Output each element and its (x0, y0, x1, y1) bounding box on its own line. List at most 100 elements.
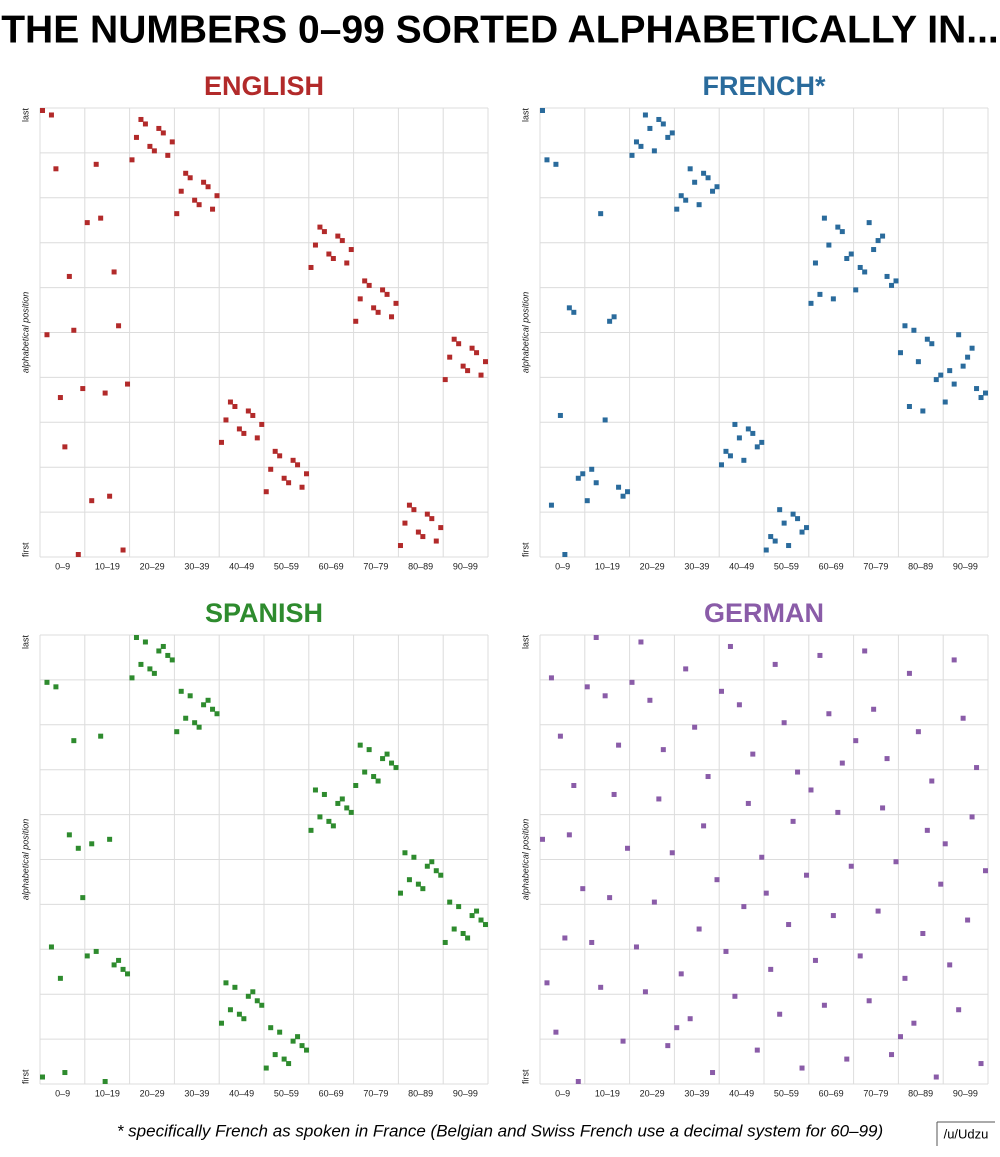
point (129, 675, 135, 681)
point (151, 148, 157, 154)
point (951, 381, 957, 387)
point (357, 296, 363, 302)
point (750, 430, 756, 436)
point (956, 1007, 962, 1013)
point (911, 1020, 917, 1026)
point (433, 868, 439, 874)
point (781, 720, 787, 726)
point (915, 729, 921, 735)
point (875, 238, 881, 244)
point (304, 471, 310, 477)
point (772, 538, 778, 544)
point (880, 805, 886, 811)
point (57, 395, 63, 401)
panel: SPANISH 0–9 10–19 20–29 30–39 40–49 50–59 60–69… (20, 598, 489, 1098)
point (210, 206, 216, 212)
x-tick-label: 80–89 (408, 561, 433, 571)
point (696, 202, 702, 208)
point (169, 657, 175, 663)
y-tick-label: last (520, 108, 530, 123)
point (942, 841, 948, 847)
x-tick-label: 60–69 (319, 1088, 344, 1098)
point (254, 435, 260, 441)
x-tick-label: 20–29 (140, 1088, 165, 1098)
x-tick-label: 10–19 (595, 561, 620, 571)
point (277, 1029, 283, 1035)
point (196, 202, 202, 208)
point (562, 552, 568, 557)
point (178, 188, 184, 194)
point (983, 868, 988, 874)
point (571, 309, 577, 315)
point (557, 412, 563, 418)
x-tick-label: 70–79 (863, 561, 888, 571)
point (66, 832, 72, 838)
x-tick-label: 30–39 (184, 1088, 209, 1098)
point (277, 453, 283, 459)
point (133, 635, 139, 640)
point (474, 350, 480, 356)
point (871, 706, 877, 712)
point (44, 332, 50, 338)
point (321, 229, 327, 235)
x-tick-label: 20–29 (640, 1088, 665, 1098)
point (250, 412, 256, 418)
point (754, 444, 760, 450)
point (420, 886, 426, 892)
point (424, 511, 430, 517)
point (71, 327, 77, 333)
x-tick-label: 0–9 (555, 561, 570, 571)
point (147, 666, 153, 672)
point (781, 520, 787, 526)
point (474, 908, 480, 914)
point (580, 886, 586, 892)
point (478, 372, 484, 378)
point (732, 421, 738, 427)
point (553, 1029, 559, 1035)
point (357, 742, 363, 748)
x-tick-label: 20–29 (640, 561, 665, 571)
point (862, 269, 868, 275)
point (566, 832, 572, 838)
point (281, 475, 287, 481)
y-axis-label: alphabetical position (20, 819, 30, 901)
point (406, 502, 412, 508)
point (821, 215, 827, 221)
panel: ENGLISH 0–9 10–19 20–29 30–39 40–49 50–59 60–69… (20, 71, 489, 571)
point (339, 238, 345, 244)
point (839, 229, 845, 235)
point (308, 827, 314, 833)
x-tick-label: 0–9 (55, 561, 70, 571)
x-tick-label: 30–39 (684, 1088, 709, 1098)
point (210, 706, 216, 712)
point (393, 300, 399, 306)
x-tick-label: 60–69 (819, 561, 844, 571)
point (223, 417, 229, 423)
point (629, 152, 635, 158)
point (593, 635, 599, 640)
point (321, 791, 327, 797)
point (678, 193, 684, 199)
point (133, 134, 139, 140)
point (701, 823, 707, 829)
point (120, 966, 126, 972)
point (920, 408, 926, 414)
point (938, 372, 944, 378)
point (897, 350, 903, 356)
point (727, 453, 733, 459)
point (795, 769, 801, 775)
x-tick-label: 0–9 (55, 1088, 70, 1098)
point (429, 859, 435, 865)
point (920, 931, 926, 936)
point (965, 354, 971, 360)
point (848, 251, 854, 257)
point (384, 751, 390, 757)
point (777, 1011, 783, 1017)
point (71, 738, 77, 744)
point (429, 516, 435, 522)
point (754, 1047, 760, 1053)
point (826, 242, 832, 248)
point (741, 904, 747, 910)
y-axis-label: alphabetical position (20, 292, 30, 374)
x-tick-label: 60–69 (319, 561, 344, 571)
